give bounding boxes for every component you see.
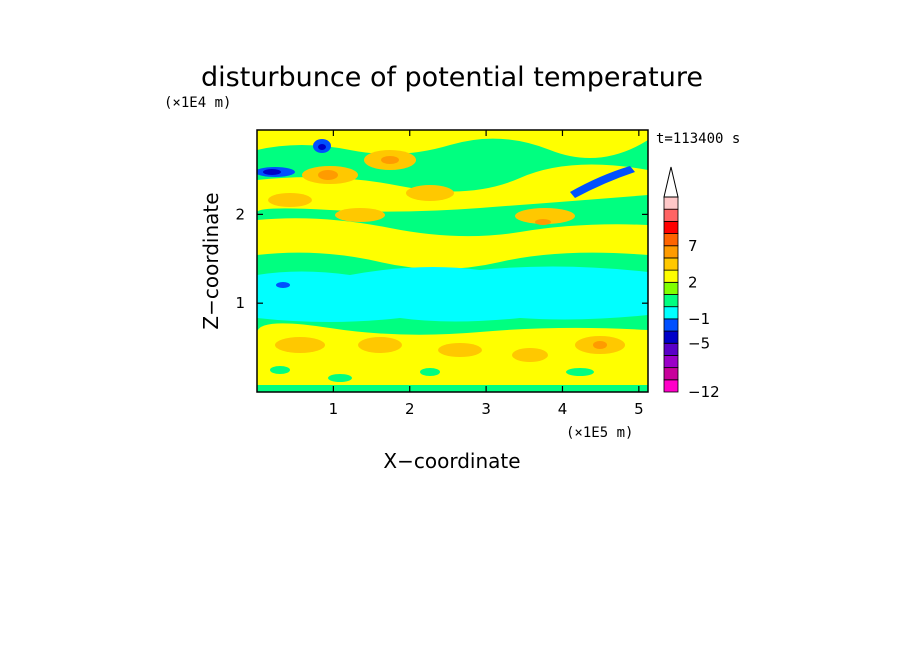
colorbar-segment [663,281,679,295]
contour-darker-orange-blobs [318,156,607,349]
time-label: t=113400 s [656,131,740,147]
contour-yellow-band-2 [257,218,648,250]
contour-yellow-band-1 [257,164,648,212]
colorbar-segment [663,355,679,369]
x-tick-label: 2 [405,400,415,418]
y-tick-label: 1 [235,294,245,312]
heatmap-field [257,130,648,392]
colorbar-segment [663,379,679,393]
y-axis: 12 [235,205,648,312]
y-tick-label: 2 [235,205,245,223]
colorbar: 7 2 −1 −5 −12 [663,166,720,401]
y-axis-label: Z−coordinate [199,192,223,329]
colorbar-segment [663,318,679,332]
x-axis: 1 2 3 4 5 [329,130,644,418]
contour-cyan-band [257,266,648,322]
colorbar-segment [663,367,679,381]
x-tick-label: 1 [329,400,339,418]
colorbar-label: −1 [688,310,710,328]
colorbar-label: −12 [688,383,720,401]
colorbar-segment [663,269,679,283]
colorbar-segment [663,208,679,222]
colorbar-segment [663,342,679,356]
y-scale-label: (×1E4 m) [164,95,231,111]
colorbar-segment [663,233,679,247]
colorbar-segment [663,220,679,234]
x-axis-label: X−coordinate [383,449,520,473]
colorbar-segment [663,330,679,344]
colorbar-label: −5 [688,334,710,352]
colorbar-label: 7 [688,237,698,255]
colorbar-extend-arrow [663,166,679,198]
colorbar-label: 2 [688,273,698,291]
x-scale-label: (×1E5 m) [566,425,633,441]
chart-title: disturbunce of potential temperature [201,62,703,93]
colorbar-segment [663,306,679,320]
colorbar-segment [663,245,679,259]
x-tick-label: 3 [481,400,491,418]
contour-green-speckles [257,366,648,392]
colorbar-segment [663,196,679,210]
colorbar-segment [663,294,679,308]
x-tick-label: 4 [558,400,568,418]
colorbar-segment [663,257,679,271]
plot-frame [256,129,649,393]
x-tick-label: 5 [634,400,644,418]
contour-dark-blue-streaks [263,144,326,175]
